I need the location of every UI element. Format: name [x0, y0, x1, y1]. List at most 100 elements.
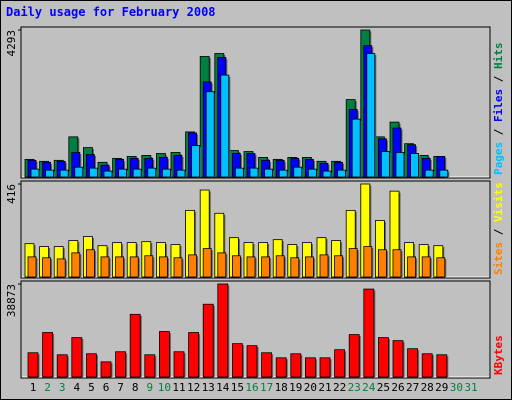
- x-tick-label: 31: [464, 381, 477, 394]
- bar: [334, 255, 344, 278]
- x-tick-label: 27: [406, 381, 419, 394]
- bar: [348, 248, 358, 278]
- x-tick-label: 23: [348, 381, 361, 394]
- bar: [407, 348, 419, 378]
- bar: [290, 353, 302, 378]
- bar: [129, 313, 141, 378]
- bar: [115, 351, 126, 378]
- bar: [407, 256, 417, 278]
- bar: [348, 334, 360, 378]
- bar: [261, 352, 273, 378]
- bar: [290, 257, 300, 278]
- bar: [205, 91, 215, 178]
- x-tick-label: 26: [391, 381, 404, 394]
- bar: [173, 257, 183, 278]
- x-tick-label: 12: [187, 381, 200, 394]
- bar: [100, 256, 110, 278]
- legend-separator: /: [492, 222, 505, 242]
- bar: [436, 354, 448, 378]
- bar: [173, 351, 185, 378]
- bar: [56, 354, 68, 378]
- bar: [246, 256, 256, 278]
- bar: [89, 167, 98, 178]
- bar: [191, 145, 201, 178]
- bar: [334, 349, 346, 378]
- bar: [322, 170, 332, 178]
- bar: [231, 343, 243, 378]
- bar: [410, 153, 420, 178]
- bar: [220, 74, 230, 178]
- bar: [231, 255, 241, 278]
- y-tick-label: 38873: [5, 284, 18, 317]
- bar: [319, 254, 329, 278]
- bar: [246, 345, 258, 378]
- legend-entry: KBytes: [492, 335, 505, 375]
- x-tick-label: 7: [117, 381, 124, 394]
- x-tick-label: 4: [73, 381, 80, 394]
- legend-entry: Files: [492, 89, 505, 122]
- bar: [380, 151, 390, 178]
- bar: [217, 252, 227, 278]
- x-tick-label: 14: [216, 381, 230, 394]
- bar: [439, 169, 449, 178]
- bar: [377, 249, 387, 278]
- legend: Sites / Visits: [492, 182, 505, 275]
- bar: [132, 168, 142, 178]
- x-tick-label: 16: [245, 381, 258, 394]
- bar: [424, 169, 434, 178]
- bar: [115, 256, 124, 278]
- bar: [45, 169, 54, 178]
- bar: [304, 357, 316, 378]
- legend-entry: Visits: [492, 182, 505, 222]
- bar: [144, 354, 156, 378]
- bar: [103, 170, 113, 178]
- x-tick-label: 19: [289, 381, 302, 394]
- legend: Pages / Files / Hits: [492, 43, 505, 176]
- bar: [319, 357, 331, 378]
- bar: [337, 169, 347, 178]
- bar: [161, 168, 171, 178]
- y-tick-label: 416: [5, 184, 18, 204]
- bar: [275, 357, 287, 378]
- x-tick-label: 21: [318, 381, 331, 394]
- x-tick-label: 20: [304, 381, 317, 394]
- bar: [56, 258, 66, 278]
- bar: [100, 361, 112, 378]
- x-tick-label: 28: [421, 381, 434, 394]
- x-tick-label: 3: [59, 381, 66, 394]
- x-tick-label: 8: [132, 381, 139, 394]
- chart-title: Daily usage for February 2008: [6, 5, 216, 19]
- x-tick-label: 29: [435, 381, 448, 394]
- bar: [307, 168, 317, 178]
- x-tick-label: 5: [88, 381, 95, 394]
- x-tick-label: 2: [44, 381, 51, 394]
- bar: [249, 167, 259, 178]
- bar: [144, 255, 154, 278]
- bar: [421, 256, 431, 278]
- bar: [377, 337, 389, 378]
- legend-entry: Hits: [492, 43, 505, 70]
- x-tick-label: 15: [231, 381, 244, 394]
- bar: [188, 332, 200, 378]
- y-tick-label: 4293: [5, 30, 18, 57]
- bar: [71, 337, 83, 378]
- legend-separator: /: [492, 69, 505, 89]
- legend-separator: /: [492, 122, 505, 142]
- bar: [42, 257, 51, 278]
- bar: [158, 331, 170, 378]
- legend-entry: Pages: [492, 142, 505, 175]
- bar: [71, 252, 81, 278]
- x-tick-label: 6: [103, 381, 110, 394]
- x-tick-label: 22: [333, 381, 346, 394]
- bar: [27, 352, 39, 378]
- bar: [202, 303, 214, 378]
- bar: [363, 246, 373, 278]
- bar: [176, 169, 186, 178]
- bar: [147, 167, 157, 178]
- bar: [129, 256, 139, 278]
- x-tick-label: 10: [158, 381, 171, 394]
- bar: [395, 152, 405, 178]
- bar: [59, 169, 69, 178]
- bar: [293, 166, 303, 178]
